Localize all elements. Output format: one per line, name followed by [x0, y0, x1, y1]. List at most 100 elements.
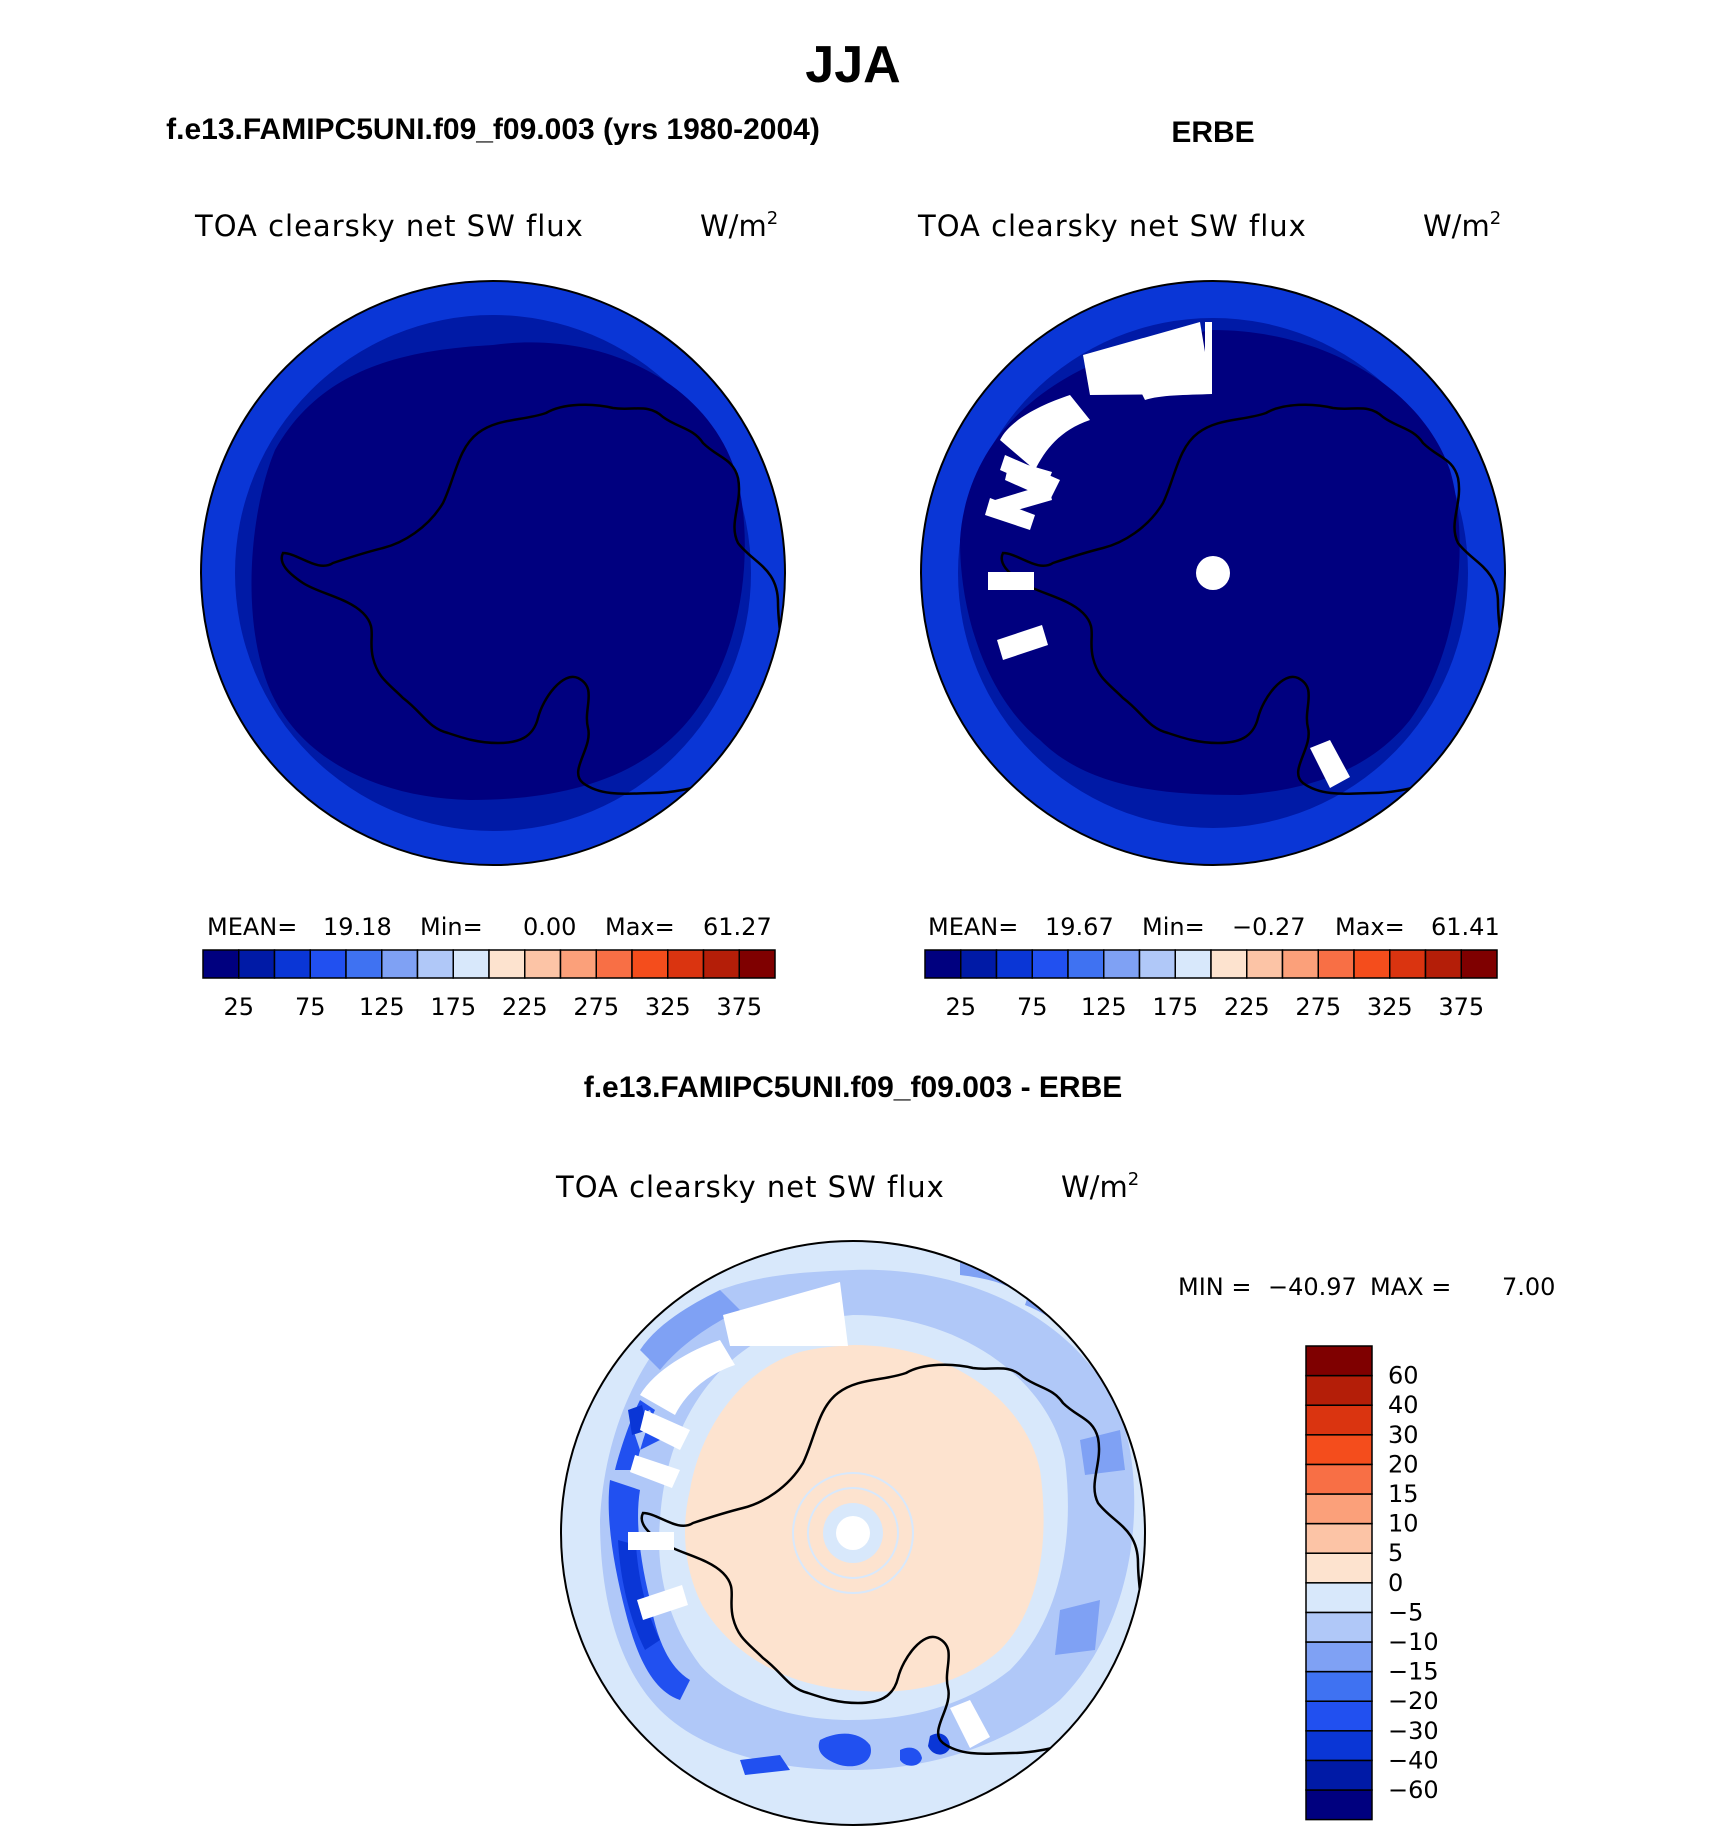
obs-colorbar-swatch [1317, 949, 1355, 979]
obs-colorbar-swatch [1174, 949, 1212, 979]
model-mean-value: 19.18 [323, 913, 392, 941]
obs-colorbar-swatch [1281, 949, 1319, 979]
obs-colorbar-swatch [995, 949, 1033, 979]
obs-units-label: W/m2 [1423, 208, 1501, 243]
obs-colorbar-tick-label: 325 [1367, 993, 1413, 1021]
model-colorbar-swatch [667, 949, 705, 979]
obs-colorbar-swatch [1460, 949, 1498, 979]
model-map [201, 281, 785, 865]
obs-colorbar-tick-label: 175 [1152, 993, 1198, 1021]
diff-min-label: MIN = [1178, 1273, 1251, 1301]
model-colorbar-swatch [738, 949, 776, 979]
obs-colorbar-tick-label: 25 [945, 993, 976, 1021]
diff-colorbar-tick-label: −10 [1388, 1628, 1439, 1656]
model-colorbar-swatch [559, 949, 597, 979]
diff-max-label: MAX = [1370, 1273, 1451, 1301]
obs-mean-value: 19.67 [1045, 913, 1114, 941]
model-colorbar-swatch [631, 949, 669, 979]
model-colorbar-swatch [273, 949, 311, 979]
diff-colorbar-swatch [1305, 1404, 1373, 1436]
diff-colorbar-tick-label: 40 [1388, 1391, 1419, 1419]
model-colorbar-swatch [595, 949, 633, 979]
model-colorbar-tick-label: 75 [295, 993, 326, 1021]
model-variable-label: TOA clearsky net SW flux [194, 209, 584, 243]
diff-colorbar-tick-label: 10 [1388, 1510, 1419, 1538]
model-colorbar-swatch [452, 949, 490, 979]
diff-colorbar-tick-label: −15 [1388, 1658, 1439, 1686]
obs-colorbar: 25 75 125 175 225 275 325 375 [924, 949, 1498, 1021]
obs-colorbar-swatch [1389, 949, 1427, 979]
diff-colorbar-swatch [1305, 1434, 1373, 1466]
obs-colorbar-tick-label: 225 [1224, 993, 1270, 1021]
obs-colorbar-swatch [1424, 949, 1462, 979]
diff-units-sup: 2 [1128, 1169, 1139, 1190]
model-mean-label: MEAN= [207, 913, 297, 941]
diff-colorbar-swatch [1305, 1463, 1373, 1495]
diff-variable-label: TOA clearsky net SW flux [555, 1170, 945, 1204]
diff-colorbar-swatch [1305, 1552, 1373, 1584]
diff-colorbar-swatch [1305, 1759, 1373, 1791]
model-colorbar-tick-label: 275 [573, 993, 619, 1021]
obs-variable-label: TOA clearsky net SW flux [917, 209, 1307, 243]
diff-colorbar-swatch [1305, 1522, 1373, 1554]
model-panel-header: f.e13.FAMIPC5UNI.f09_f09.003 (yrs 1980-2… [166, 113, 820, 146]
model-units-base: W/m [700, 209, 767, 243]
model-max-label: Max= [605, 913, 675, 941]
obs-colorbar-tick-label: 275 [1295, 993, 1341, 1021]
obs-map [921, 281, 1505, 865]
model-colorbar-swatch [238, 949, 276, 979]
model-units-sup: 2 [767, 208, 778, 229]
diff-colorbar-swatch [1305, 1670, 1373, 1702]
diff-colorbar-tick-label: −20 [1388, 1687, 1439, 1715]
diff-colorbar-swatch [1305, 1730, 1373, 1762]
obs-map-missing-data [985, 322, 1350, 788]
model-stats: MEAN= 19.18 Min= 0.00 Max= 61.27 [207, 913, 772, 941]
model-map-border [200, 280, 786, 866]
model-colorbar-tick-label: 325 [645, 993, 691, 1021]
diff-colorbar-tick-label: −60 [1388, 1776, 1439, 1804]
model-colorbar-tick-label: 225 [502, 993, 548, 1021]
diff-map-band-mid [640, 1250, 1125, 1655]
diff-colorbar-swatch [1305, 1493, 1373, 1525]
obs-max-label: Max= [1335, 913, 1405, 941]
model-map-inner-region [251, 342, 745, 800]
model-colorbar-swatch [202, 949, 240, 979]
obs-colorbar-swatch [1103, 949, 1141, 979]
diff-colorbar-swatch [1305, 1345, 1373, 1377]
diff-colorbar-tick-label: −5 [1388, 1598, 1423, 1626]
obs-min-value: −0.27 [1232, 913, 1306, 941]
obs-colorbar-swatch [960, 949, 998, 979]
model-colorbar-tick-label: 125 [359, 993, 405, 1021]
obs-units-base: W/m [1423, 209, 1490, 243]
diff-colorbar-swatch [1305, 1611, 1373, 1643]
obs-panel-header: ERBE [1171, 116, 1254, 149]
diff-colorbar-swatch [1305, 1789, 1373, 1821]
model-colorbar-swatch [488, 949, 526, 979]
obs-min-label: Min= [1142, 913, 1205, 941]
diff-colorbar-swatch [1305, 1374, 1373, 1406]
diff-map-band-dark [608, 1400, 922, 1775]
diff-panel-header: f.e13.FAMIPC5UNI.f09_f09.003 - ERBE [584, 1071, 1123, 1104]
diff-colorbar-tick-label: 15 [1388, 1480, 1419, 1508]
model-max-value: 61.27 [703, 913, 772, 941]
obs-colorbar-swatch [1138, 949, 1176, 979]
model-colorbar-swatch [309, 949, 347, 979]
model-colorbar-swatch [381, 949, 419, 979]
obs-colorbar-swatch [1353, 949, 1391, 979]
figure-title: JJA [805, 36, 900, 94]
diff-units-label: W/m2 [1061, 1169, 1139, 1204]
diff-colorbar-tick-label: 5 [1388, 1539, 1403, 1567]
diff-units-base: W/m [1061, 1170, 1128, 1204]
diff-minmax: MIN = −40.97 MAX = 7.00 [1178, 1273, 1555, 1301]
obs-colorbar-swatch [924, 949, 962, 979]
diff-colorbar-tick-label: 20 [1388, 1450, 1419, 1478]
model-colorbar-swatch [416, 949, 454, 979]
model-colorbar-swatch [524, 949, 562, 979]
obs-stats: MEAN= 19.67 Min= −0.27 Max= 61.41 [928, 913, 1500, 941]
diff-map [561, 1241, 1145, 1825]
obs-colorbar-swatch [1246, 949, 1284, 979]
model-units-label: W/m2 [700, 208, 778, 243]
diff-colorbar-swatch [1305, 1700, 1373, 1732]
